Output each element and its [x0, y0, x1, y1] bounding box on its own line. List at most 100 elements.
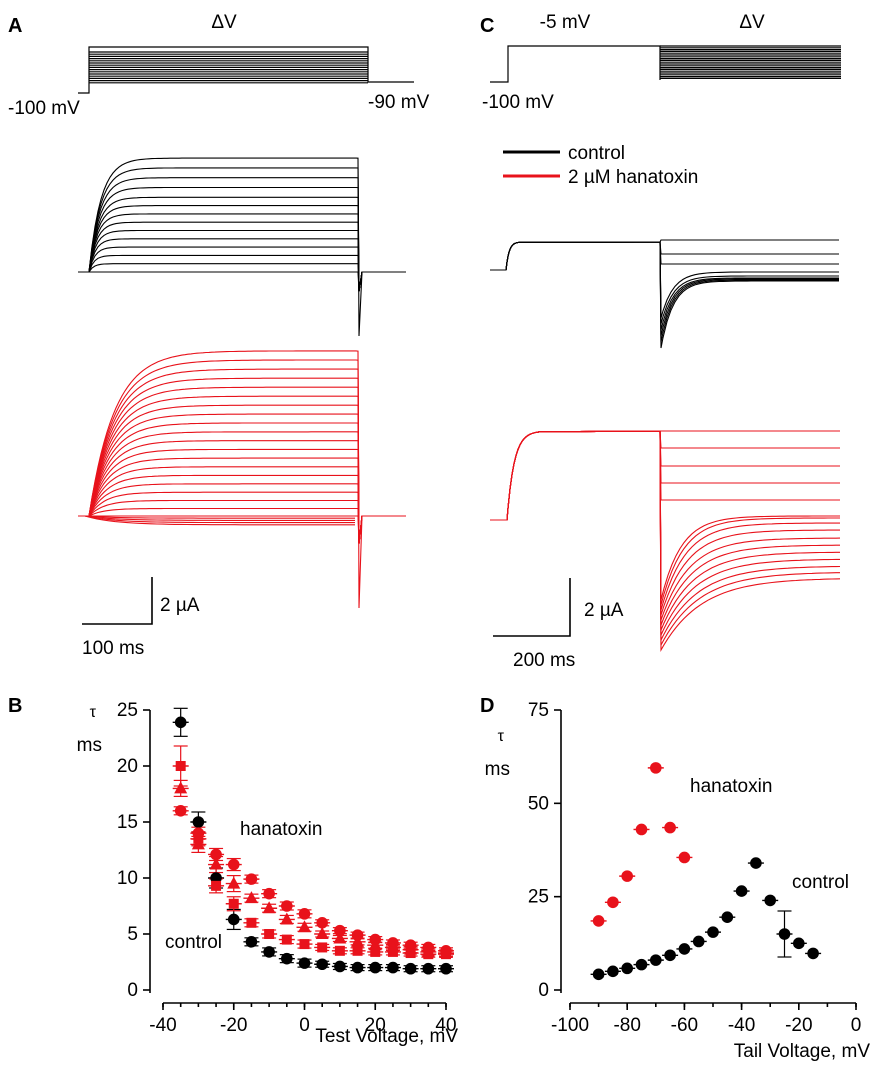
data-point-circle	[369, 961, 382, 974]
current-trace	[78, 196, 406, 292]
x-tick-label: 0	[851, 1015, 862, 1036]
data-point-circle	[592, 915, 605, 927]
chart-b-axes: 0 5 10 15 20 25 -40 -20 0 20 40	[117, 700, 457, 1036]
current-trace	[490, 430, 841, 653]
chart-d-ylabel-unit: ms	[485, 759, 510, 780]
chart-b-ylabel-unit: ms	[77, 735, 102, 756]
y-tick-label: 25	[528, 887, 549, 908]
data-point-circle	[440, 962, 452, 975]
chart-d-marks	[592, 762, 819, 981]
current-trace	[84, 515, 355, 524]
current-trace	[78, 177, 406, 292]
current-trace	[78, 368, 406, 544]
current-trace	[490, 241, 839, 271]
data-point-circle	[621, 870, 633, 882]
data-point-circle	[621, 962, 633, 975]
current-trace	[490, 430, 840, 606]
data-point-triangle	[333, 931, 347, 944]
chart-b-xlabel: Test Voltage, mV	[315, 1026, 458, 1047]
chart-d-ylabel-symbol: τ	[498, 728, 505, 745]
current-trace	[490, 430, 840, 521]
current-trace	[78, 377, 406, 544]
data-point-circle	[281, 900, 293, 912]
data-point-circle	[281, 952, 293, 965]
data-point-square	[264, 929, 275, 939]
data-point-circle	[298, 957, 311, 969]
current-trace	[490, 241, 839, 331]
current-trace	[78, 221, 406, 292]
protocol-c-holding-label: -100 mV	[482, 92, 554, 113]
data-point-circle	[227, 913, 240, 926]
chart-b: 0 5 10 15 20 25 -40 -20 0 20 40 τ ms Test Voltage,…	[77, 700, 459, 1047]
traces-a-control	[78, 157, 406, 337]
x-tick-label: -100	[551, 1015, 589, 1036]
current-trace	[490, 430, 840, 521]
current-trace	[490, 241, 839, 337]
data-point-circle	[245, 936, 258, 948]
data-point-square	[246, 917, 257, 928]
y-tick-label: 75	[528, 700, 549, 721]
current-trace	[78, 440, 406, 544]
current-trace	[78, 263, 406, 292]
data-point-circle	[721, 911, 734, 923]
current-trace	[78, 271, 406, 292]
data-point-square	[281, 934, 292, 945]
protocol-c-steps	[660, 45, 841, 80]
data-point-circle	[351, 961, 364, 974]
protocol-a-tail-label: -90 mV	[368, 92, 430, 113]
data-point-triangle	[174, 781, 188, 794]
data-point-circle	[607, 896, 619, 909]
x-tick-label: -80	[613, 1015, 640, 1036]
data-point-circle	[192, 816, 205, 828]
panel-label-a: A	[8, 15, 22, 37]
chart-d: 0 25 50 75 -100 -80 -60 -40 -20 0 τ ms Tail Volta…	[485, 700, 871, 1062]
data-point-square	[299, 939, 310, 950]
current-trace	[490, 241, 839, 349]
current-trace	[84, 515, 355, 526]
current-trace	[78, 350, 406, 609]
data-point-circle	[334, 924, 346, 937]
protocol-a-steps	[89, 51, 368, 84]
traces-c-control	[490, 239, 839, 349]
data-point-circle	[245, 873, 258, 885]
chart-d-axes: 0 25 50 75 -100 -80 -60 -40 -20 0	[528, 700, 861, 1036]
panel-label-b: B	[8, 695, 22, 717]
data-point-circle	[298, 908, 311, 920]
data-point-circle	[174, 805, 187, 817]
protocol-a-holding-label: -100 mV	[8, 98, 80, 119]
protocol-a-step-label: ΔV	[211, 12, 237, 33]
data-point-square	[387, 946, 398, 957]
data-point-circle	[807, 947, 819, 960]
data-point-square	[441, 949, 451, 960]
data-point-circle	[316, 958, 328, 971]
current-trace	[78, 404, 406, 544]
chart-d-annotation-hanatoxin: hanatoxin	[690, 776, 772, 797]
current-trace	[78, 395, 406, 544]
current-trace	[84, 515, 355, 521]
current-trace	[78, 431, 406, 544]
current-trace	[78, 386, 406, 544]
data-point-triangle	[209, 857, 223, 870]
data-point-circle	[387, 961, 399, 974]
data-point-circle	[692, 935, 705, 948]
current-trace	[78, 491, 406, 544]
y-tick-label: 15	[117, 812, 138, 833]
current-trace	[78, 422, 406, 544]
current-trace	[490, 241, 839, 271]
data-point-circle	[227, 858, 240, 871]
data-point-square	[175, 761, 186, 771]
data-point-circle	[316, 917, 328, 929]
x-tick-label: -60	[671, 1015, 698, 1036]
current-trace	[78, 499, 406, 544]
panel-label-c: C	[480, 15, 494, 37]
data-point-circle	[263, 887, 275, 900]
data-point-square	[228, 898, 239, 909]
current-trace	[78, 474, 406, 544]
y-tick-label: 5	[127, 924, 138, 945]
x-tick-label: 20	[365, 1015, 386, 1036]
data-point-triangle	[315, 927, 329, 939]
current-trace	[78, 466, 406, 544]
scale-bar-a	[82, 577, 153, 625]
protocol-c-step-label: ΔV	[739, 12, 765, 33]
protocol-c-outline	[490, 45, 661, 83]
